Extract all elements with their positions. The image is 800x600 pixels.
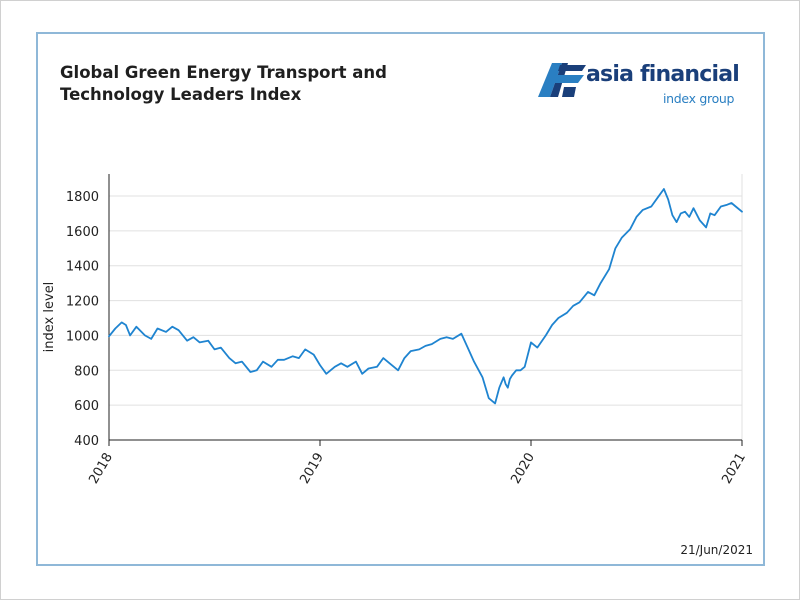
chart-title: Global Green Energy Transport and Techno…	[60, 62, 440, 106]
y-tick-label: 400	[74, 434, 99, 449]
y-tick-label: 1000	[66, 329, 99, 344]
y-tick-label: 1800	[66, 190, 99, 205]
x-tick-label: 2020	[508, 451, 538, 487]
x-tick-label: 2021	[719, 451, 749, 487]
date-stamp: 21/Jun/2021	[680, 543, 753, 557]
y-axis-title: index level	[42, 282, 57, 353]
chart-series	[108, 188, 743, 405]
x-tick-label: 2018	[86, 451, 116, 487]
y-tick-label: 600	[74, 399, 99, 414]
y-tick-label: 1200	[66, 295, 99, 310]
brand-logo-wordmark: asia financial	[586, 62, 740, 87]
chart-title-line-2: Technology Leaders Index	[60, 85, 302, 104]
chart-gridlines	[109, 195, 742, 441]
chart-card: Global Green Energy Transport and Techno…	[36, 32, 765, 566]
y-tick-label: 1600	[66, 225, 99, 240]
y-tick-label: 1400	[66, 260, 99, 275]
index-level-series-line	[108, 188, 743, 405]
chart-title-line-1: Global Green Energy Transport and	[60, 63, 387, 82]
chart-axes	[108, 174, 743, 446]
brand-logo-icon	[538, 63, 586, 97]
brand-logo: asia financial index group	[538, 62, 740, 112]
y-tick-label: 800	[74, 364, 99, 379]
chart-tick-labels: 400 600 800 1000 1200 1400 1600 1800 2018 2019 202…	[42, 190, 749, 487]
x-tick-label: 2019	[297, 451, 327, 487]
line-chart: 400 600 800 1000 1200 1400 1600 1800 2018 2019 202…	[42, 174, 749, 487]
brand-logo-subtitle: index group	[663, 91, 735, 106]
